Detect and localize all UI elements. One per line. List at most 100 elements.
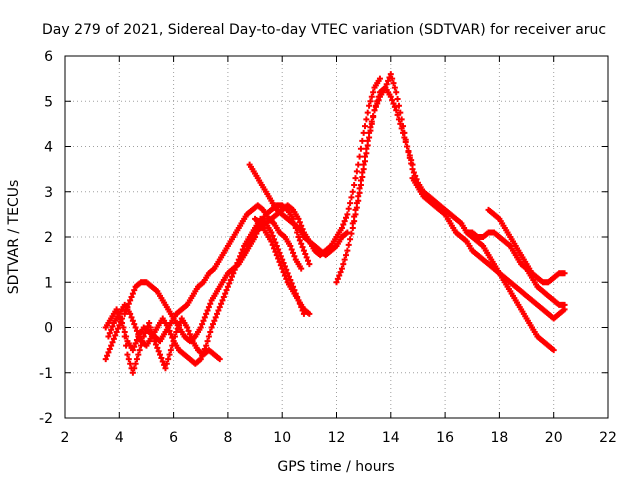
data-point	[123, 342, 130, 349]
data-point	[186, 331, 193, 338]
x-tick-label: 12	[328, 430, 346, 446]
y-tick-label: -1	[39, 366, 53, 382]
data-point	[550, 347, 557, 354]
data-point	[290, 249, 297, 256]
data-point	[216, 356, 223, 363]
data-point	[197, 324, 204, 331]
data-point	[112, 332, 119, 339]
data-point	[125, 300, 132, 307]
x-tick-label: 18	[490, 430, 508, 446]
data-point	[108, 342, 115, 349]
data-point	[299, 244, 306, 251]
data-point	[306, 261, 313, 268]
data-point	[303, 254, 310, 261]
data-point	[243, 245, 250, 252]
data-point	[184, 324, 191, 331]
data-point	[367, 98, 374, 105]
data-point	[215, 307, 222, 314]
data-point	[276, 258, 283, 265]
x-tick-label: 20	[545, 430, 563, 446]
data-point	[400, 123, 407, 130]
data-point	[363, 116, 370, 123]
data-point	[129, 290, 136, 297]
data-point	[132, 360, 139, 367]
data-point	[393, 89, 400, 96]
data-point	[127, 297, 134, 304]
data-point	[166, 351, 173, 358]
data-point	[139, 338, 146, 345]
data-point	[223, 287, 230, 294]
data-point	[296, 237, 303, 244]
y-tick-label: 3	[44, 185, 53, 201]
data-point	[106, 345, 113, 352]
data-point	[140, 333, 147, 340]
data-point	[352, 175, 359, 182]
data-point	[296, 219, 303, 226]
data-point	[337, 269, 344, 276]
data-point	[109, 323, 116, 330]
data-point	[363, 145, 370, 152]
data-point	[281, 272, 288, 279]
data-point	[287, 243, 294, 250]
data-point	[121, 333, 128, 340]
data-point	[224, 283, 231, 290]
data-point	[110, 335, 117, 342]
x-tick-label: 10	[273, 430, 291, 446]
data-point	[132, 340, 139, 347]
data-point	[355, 193, 362, 200]
series-track-12	[463, 229, 568, 308]
data-point	[299, 226, 306, 233]
y-tick-label: 1	[44, 275, 53, 291]
data-point	[374, 100, 381, 107]
data-point	[364, 109, 371, 116]
data-point	[345, 241, 352, 248]
plot-frame	[64, 55, 609, 419]
data-point	[201, 314, 208, 321]
data-point	[349, 220, 356, 227]
y-tick-label: -2	[39, 411, 53, 427]
data-point	[212, 314, 219, 321]
data-point	[383, 81, 390, 88]
data-point	[372, 103, 379, 110]
data-point	[401, 129, 408, 136]
data-point	[295, 234, 302, 240]
data-point	[370, 89, 377, 96]
data-point	[295, 215, 302, 222]
data-point	[364, 137, 371, 144]
data-point	[109, 339, 116, 346]
data-point	[356, 153, 363, 160]
data-point	[387, 93, 394, 100]
data-point	[345, 205, 352, 212]
data-point	[131, 287, 138, 294]
data-point	[366, 129, 373, 136]
y-tick-labels: -2 -1 0 1 2 3 4 5 6	[39, 49, 53, 427]
data-point	[105, 333, 112, 340]
chart-title: Day 279 of 2021, Sidereal Day-to-day VTE…	[42, 22, 606, 38]
data-point	[128, 293, 135, 300]
data-point	[128, 314, 135, 321]
data-point	[127, 360, 134, 367]
data-point	[387, 71, 394, 78]
data-point	[167, 331, 174, 338]
data-point	[220, 293, 227, 300]
data-point	[120, 324, 127, 331]
data-point	[408, 160, 415, 167]
x-axis-label: GPS time / hours	[277, 459, 394, 475]
x-tick-label: 16	[436, 430, 454, 446]
data-point	[151, 338, 158, 345]
data-point	[357, 177, 364, 184]
data-point	[211, 317, 218, 324]
data-point	[298, 265, 305, 272]
data-point	[288, 246, 295, 253]
data-point	[391, 103, 398, 110]
data-points	[102, 71, 568, 376]
data-point	[398, 116, 405, 123]
data-point	[219, 297, 226, 304]
data-point	[340, 221, 347, 228]
data-point	[157, 351, 164, 358]
data-point	[277, 262, 284, 269]
data-point	[124, 351, 131, 358]
y-tick-label: 0	[44, 321, 53, 337]
x-tick-labels: 2 4 6 8 10 12 14 16 18 20 22	[61, 430, 617, 446]
